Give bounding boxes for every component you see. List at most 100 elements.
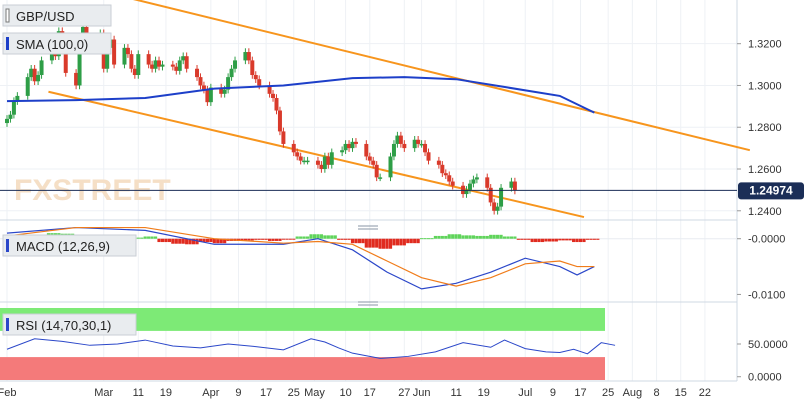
x-tick-label: 17 (364, 387, 376, 399)
y-tick-label: 50.0000 (748, 339, 788, 351)
macd-histogram-bar (433, 235, 438, 239)
candle-body (436, 160, 441, 165)
rsi-line (6, 338, 616, 359)
candle-body (77, 43, 82, 86)
x-tick-label: 11 (450, 387, 461, 399)
macd-histogram-bar (385, 238, 389, 249)
candle-body (267, 85, 272, 94)
candle-body (219, 87, 224, 94)
macd-histogram-bar (482, 235, 486, 239)
candle-body (467, 183, 472, 190)
macd-histogram-bar (502, 236, 507, 239)
macd-histogram-bar (378, 238, 382, 249)
macd-histogram-bar (157, 238, 161, 243)
macd-histogram-bar (444, 235, 448, 239)
candle-body (340, 150, 345, 153)
macd-histogram-bar (496, 234, 500, 239)
macd-histogram-bar (585, 238, 590, 240)
y-tick-label: 1.3200 (748, 39, 782, 51)
candle-body (74, 72, 79, 86)
macd-histogram-bar (364, 238, 368, 248)
rsi-y-axis: 50.0000 0.0000 (737, 339, 788, 384)
macd-histogram-bar (340, 238, 344, 240)
macd-histogram-bar (544, 238, 548, 242)
macd-histogram-bar (347, 238, 351, 240)
legend-macd[interactable]: MACD (12,26,9) (2, 234, 137, 257)
macd-histogram-bar (181, 238, 185, 244)
price-grid (0, 43, 737, 212)
macd-histogram-bar (402, 238, 406, 246)
candle-body (398, 135, 403, 144)
candle-body (364, 143, 369, 157)
candle-body (63, 47, 68, 73)
candle-body (160, 64, 165, 67)
macd-histogram-bar (547, 238, 552, 242)
macd-histogram-bar (416, 238, 420, 244)
candle-body (146, 54, 151, 65)
candle-body (322, 156, 327, 170)
macd-histogram-bar (461, 235, 465, 239)
macd-histogram-bar (478, 235, 482, 239)
macd-histogram-bar (167, 238, 171, 243)
candle-body (105, 47, 110, 69)
candle-body (512, 181, 517, 191)
macd-histogram-bar (440, 235, 444, 239)
candle-body (391, 143, 396, 157)
macd-histogram-bar (223, 238, 227, 244)
macd-histogram-bar (499, 234, 503, 239)
candle-body (153, 60, 158, 69)
panel-resize-handle[interactable] (358, 225, 378, 230)
macd-histogram-bar (330, 235, 334, 239)
y-tick-label: 1.3000 (748, 80, 782, 92)
macd-histogram-bar (589, 238, 593, 240)
macd-histogram-bar (337, 238, 341, 240)
candle-body (36, 75, 41, 82)
x-tick-label: 19 (160, 387, 172, 399)
macd-histogram-bar (288, 238, 292, 240)
macd-histogram-bar (475, 235, 479, 239)
macd-histogram-bar (509, 236, 514, 239)
candle-body (353, 141, 358, 144)
macd-histogram-bar (451, 234, 455, 239)
x-tick-label: 10 (339, 387, 351, 399)
macd-histogram-bar (150, 236, 154, 239)
macd-histogram-bar (399, 238, 403, 246)
candle-body (378, 177, 383, 179)
legend-sma[interactable]: SMA (100,0) (2, 32, 112, 55)
macd-histogram-bar (437, 235, 441, 239)
candle-body (471, 179, 476, 184)
macd-histogram-bar (572, 238, 576, 243)
candle-body (233, 60, 238, 69)
candle-body (170, 64, 175, 67)
macd-histogram-bar (243, 238, 247, 241)
candle-body (253, 75, 258, 80)
macd-histogram-bar (558, 238, 562, 241)
candle-body (243, 52, 248, 61)
candle-body (395, 135, 400, 144)
macd-histogram-bar (343, 238, 348, 240)
macd-histogram-bar (191, 238, 196, 245)
legend-sma-label: SMA (100,0) (16, 37, 88, 52)
macd-histogram-bar (274, 238, 279, 241)
candle-body (150, 64, 155, 69)
candle-body (298, 156, 303, 161)
x-tick-label: 25 (602, 387, 614, 399)
candle-body (195, 68, 200, 78)
x-tick-label: 15 (675, 387, 687, 399)
macd-histogram-bar (323, 235, 327, 239)
panel-resize-handle[interactable] (358, 301, 378, 306)
candle-body (5, 118, 9, 124)
macd-histogram-bar (164, 238, 168, 243)
legend-symbol[interactable]: GBP/USD (2, 4, 112, 27)
x-tick-label: 9 (235, 387, 241, 399)
macd-histogram-bar (257, 238, 261, 240)
macd-histogram-bar (523, 238, 527, 240)
macd-histogram-bar (188, 238, 192, 245)
legend-rsi[interactable]: RSI (14,70,30,1) (2, 313, 137, 336)
candle-body (305, 160, 310, 163)
macd-histogram-bar (489, 234, 493, 239)
candle-body (440, 164, 445, 174)
macd-histogram-bar (516, 238, 520, 240)
y-tick-label: 1.2400 (748, 206, 782, 218)
candle-body (302, 160, 307, 163)
